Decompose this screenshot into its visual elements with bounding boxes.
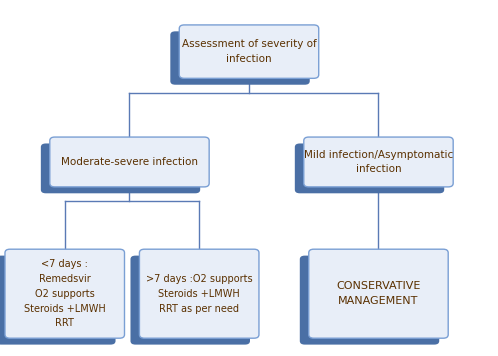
FancyBboxPatch shape [300,256,439,345]
FancyBboxPatch shape [50,137,209,187]
Text: >7 days :O2 supports
Steroids +LMWH
RRT as per need: >7 days :O2 supports Steroids +LMWH RRT … [146,274,252,314]
FancyBboxPatch shape [179,25,319,78]
FancyBboxPatch shape [139,249,259,338]
Text: CONSERVATIVE
MANAGEMENT: CONSERVATIVE MANAGEMENT [336,281,421,306]
FancyBboxPatch shape [130,256,250,345]
FancyBboxPatch shape [295,143,444,193]
FancyBboxPatch shape [5,249,124,338]
Text: Mild infection/Asymptomatic
infection: Mild infection/Asymptomatic infection [304,150,453,174]
Text: Assessment of severity of
infection: Assessment of severity of infection [182,39,316,64]
Text: Moderate-severe infection: Moderate-severe infection [61,157,198,167]
FancyBboxPatch shape [41,143,200,193]
FancyBboxPatch shape [170,31,310,85]
Text: <7 days :
Remedsvir
O2 supports
Steroids +LMWH
RRT: <7 days : Remedsvir O2 supports Steroids… [24,259,106,328]
FancyBboxPatch shape [304,137,453,187]
FancyBboxPatch shape [309,249,448,338]
FancyBboxPatch shape [0,256,116,345]
